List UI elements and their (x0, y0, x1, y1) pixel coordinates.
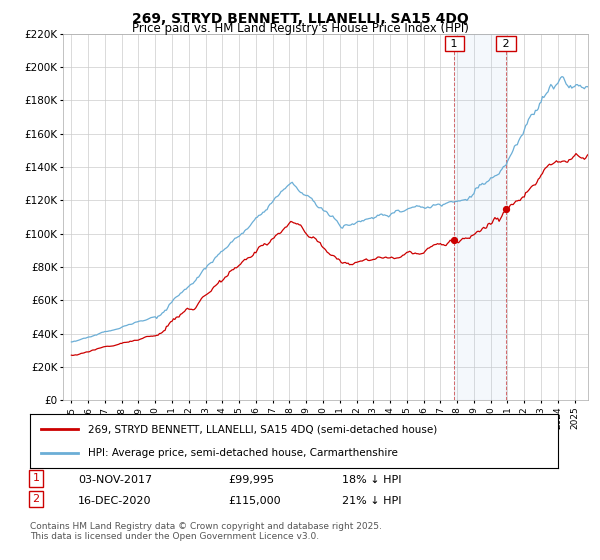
Text: Contains HM Land Registry data © Crown copyright and database right 2025.
This d: Contains HM Land Registry data © Crown c… (30, 522, 382, 542)
Point (501, 204, 511, 213)
Text: Price paid vs. HM Land Registry's House Price Index (HPI): Price paid vs. HM Land Registry's House … (131, 22, 469, 35)
Text: £99,995: £99,995 (228, 475, 274, 485)
Text: 03-NOV-2017: 03-NOV-2017 (78, 475, 152, 485)
Text: 18% ↓ HPI: 18% ↓ HPI (342, 475, 401, 485)
Text: 21% ↓ HPI: 21% ↓ HPI (342, 496, 401, 506)
Text: 269, STRYD BENNETT, LLANELLI, SA15 4DQ: 269, STRYD BENNETT, LLANELLI, SA15 4DQ (131, 12, 469, 26)
Text: £115,000: £115,000 (228, 496, 281, 506)
Text: 1: 1 (32, 473, 40, 483)
Text: 2: 2 (32, 494, 40, 504)
Text: 1: 1 (448, 39, 461, 49)
Bar (454, 34, 506, 400)
Point (449, 236, 459, 245)
Text: 269, STRYD BENNETT, LLANELLI, SA15 4DQ (semi-detached house): 269, STRYD BENNETT, LLANELLI, SA15 4DQ (… (88, 424, 437, 435)
Text: 16-DEC-2020: 16-DEC-2020 (78, 496, 151, 506)
Text: HPI: Average price, semi-detached house, Carmarthenshire: HPI: Average price, semi-detached house,… (88, 447, 398, 458)
Text: 2: 2 (499, 39, 513, 49)
